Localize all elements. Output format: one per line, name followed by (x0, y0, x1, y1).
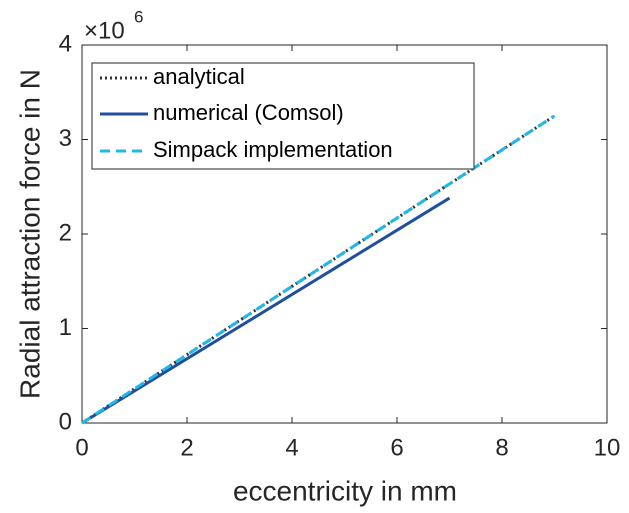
x-tick-label: 6 (390, 434, 403, 461)
legend-label: numerical (Comsol) (153, 100, 344, 125)
legend-label: Simpack implementation (153, 137, 393, 162)
y-multiplier-exponent: 6 (134, 7, 143, 26)
y-tick-label: 4 (59, 30, 72, 57)
line-series (81, 196, 451, 425)
y-tick-label: 1 (59, 314, 72, 341)
line-series (81, 114, 556, 425)
y-tick-label: 3 (59, 125, 72, 152)
x-axis-label: eccentricity in mm (233, 475, 457, 506)
y-multiplier: ×10 (84, 17, 125, 44)
x-tick-label: 4 (285, 434, 298, 461)
legend-label: analytical (153, 64, 245, 89)
legend-box (91, 62, 475, 170)
x-tick-label: 0 (75, 434, 88, 461)
y-axis-label: Radial attraction force in N (14, 69, 45, 399)
plot-frame (81, 44, 608, 424)
y-tick-label: 0 (59, 408, 72, 435)
x-tick-label: 10 (594, 434, 621, 461)
y-tick-label: 2 (59, 219, 72, 246)
x-tick-label: 8 (495, 434, 508, 461)
x-tick-label: 2 (180, 434, 193, 461)
